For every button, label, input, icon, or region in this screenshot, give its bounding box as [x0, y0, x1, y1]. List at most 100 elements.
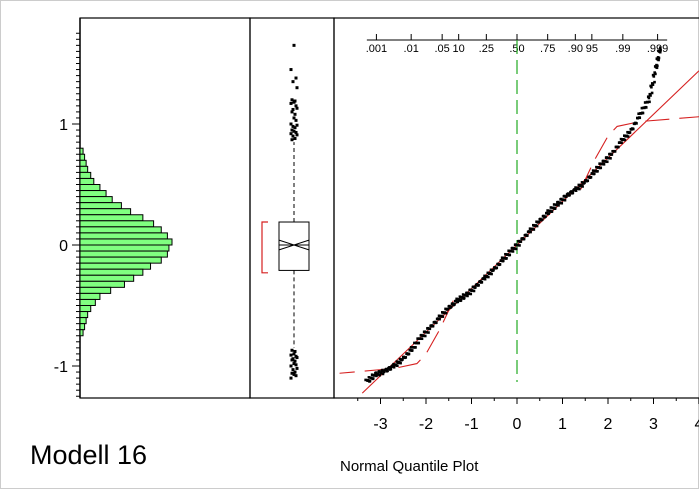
quantile-point	[403, 356, 406, 360]
quantile-point	[610, 153, 613, 156]
quantile-point	[489, 268, 493, 272]
quantile-point	[484, 275, 488, 279]
quantile-point	[651, 73, 655, 77]
outlier-point	[290, 110, 294, 114]
histogram-bar	[79, 190, 107, 198]
outlier-point	[293, 370, 297, 374]
quantile-point	[411, 346, 415, 349]
box-plot-panel	[249, 17, 335, 399]
quantile-point	[587, 175, 590, 179]
quantile-point	[598, 162, 601, 165]
probability-tick-label: 10	[453, 43, 465, 55]
quantile-point	[447, 305, 451, 308]
quantile-point	[376, 373, 379, 376]
outlier-point	[289, 122, 293, 126]
quantile-point	[473, 286, 477, 289]
outlier-point	[292, 362, 296, 366]
histogram-bar	[79, 329, 84, 337]
outlier-point	[293, 137, 297, 141]
histogram-bar	[79, 280, 125, 288]
outlier-point	[294, 76, 298, 80]
quantile-point	[558, 201, 561, 205]
quantile-point	[626, 130, 629, 134]
outlier-point	[292, 372, 296, 376]
histogram-bar	[79, 256, 162, 264]
quantile-point	[444, 311, 448, 315]
quantile-point	[416, 337, 419, 340]
quantile-point	[619, 137, 623, 141]
outlier-point	[290, 358, 294, 362]
quantile-point	[385, 369, 389, 373]
outlier-point	[291, 368, 295, 372]
quantile-point	[645, 100, 649, 104]
quantile-point	[522, 237, 525, 241]
probability-tick-label: 95	[586, 43, 598, 55]
quantile-point	[415, 341, 418, 345]
quantile-point	[646, 95, 650, 99]
outlier-point	[292, 43, 296, 47]
shortest-half-bracket	[261, 221, 268, 274]
quantile-point	[575, 187, 579, 190]
quantile-point	[519, 240, 522, 244]
quantile-point	[421, 334, 425, 338]
histogram-bar	[79, 305, 92, 313]
outlier-point	[289, 101, 293, 105]
quantile-point	[588, 176, 592, 179]
quantile-point	[584, 179, 587, 182]
quantile-point	[655, 63, 658, 67]
quantile-point	[378, 373, 382, 377]
outlier-point	[295, 133, 299, 137]
quantile-point	[426, 327, 429, 330]
quantile-point	[455, 300, 459, 304]
quantile-point	[621, 138, 624, 142]
quantile-point	[539, 218, 543, 222]
chart-title: Modell 16	[30, 440, 148, 470]
quantile-point	[390, 365, 393, 368]
probability-tick-label: .999	[647, 43, 668, 55]
quantile-point	[367, 376, 371, 379]
quantile-point	[435, 317, 439, 321]
quantile-point	[657, 49, 660, 53]
outlier-point	[289, 376, 293, 380]
quantile-point	[462, 297, 465, 300]
quantile-point	[605, 160, 609, 164]
quantile-point	[512, 247, 516, 250]
quantile-point	[515, 243, 519, 247]
quantile-point	[402, 355, 405, 359]
quantile-point	[399, 361, 402, 365]
quantile-point	[543, 215, 546, 219]
quantile-point	[574, 189, 578, 192]
quantile-point	[523, 234, 527, 237]
quantile-point	[372, 374, 376, 377]
quantile-point	[545, 211, 548, 215]
outlier-point	[292, 129, 296, 133]
quantile-point	[655, 57, 659, 60]
y-tick-label: 1	[59, 117, 68, 134]
histogram-panel: -1 0 1	[54, 17, 251, 399]
histogram-bar	[79, 177, 95, 185]
histogram-bar	[79, 244, 170, 252]
x-axis-label: Normal Quantile Plot	[340, 458, 479, 475]
quantile-point	[536, 221, 540, 224]
quantile-point	[577, 183, 581, 187]
quantile-point	[392, 362, 395, 366]
quantile-point	[381, 372, 385, 376]
quantile-point	[419, 334, 423, 337]
quantile-point	[424, 331, 428, 334]
quantile-point	[611, 150, 614, 153]
quantile-point	[637, 112, 640, 116]
quantile-point	[602, 163, 606, 166]
quantile-point	[560, 201, 564, 205]
quantile-point	[491, 269, 494, 273]
quantile-point	[525, 234, 529, 238]
quantile-point	[439, 315, 442, 318]
quantile-point	[518, 244, 521, 247]
quantile-point	[642, 106, 646, 109]
quantile-point	[429, 324, 432, 328]
quantile-point	[603, 160, 607, 163]
histogram-bar	[79, 238, 173, 246]
x-tick-label: 0	[513, 416, 522, 433]
quantile-point	[458, 295, 462, 298]
quantile-point	[541, 214, 545, 218]
probability-tick-label: .01	[404, 43, 419, 55]
